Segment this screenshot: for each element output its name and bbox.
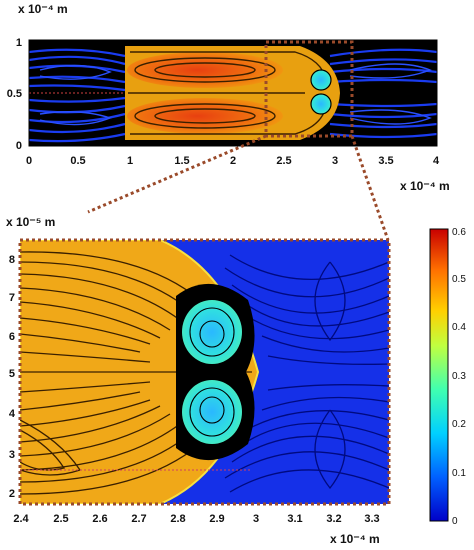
bottom-plot-frame <box>18 238 391 506</box>
top-y-tick: 1 <box>16 37 22 49</box>
bottom-x-tick: 2.4 <box>13 513 29 525</box>
bottom-x-tick: 3.1 <box>287 513 302 525</box>
bottom-x-tick: 2.8 <box>170 513 185 525</box>
bottom-x-tick: 2.5 <box>53 513 68 525</box>
top-y-tick: 0.5 <box>7 88 22 100</box>
bottom-y-ticks: 2 3 4 5 6 7 8 <box>9 254 16 500</box>
bottom-y-tick: 8 <box>9 254 15 266</box>
colorbar-gradient <box>429 228 449 522</box>
top-x-tick: 3.5 <box>378 155 393 167</box>
top-y-tick: 0 <box>16 140 22 152</box>
zoom-connector-right <box>350 135 390 241</box>
bottom-y-tick: 3 <box>9 449 15 461</box>
bottom-x-tick: 3.3 <box>364 513 379 525</box>
bottom-x-ticks: 2.4 2.5 2.6 2.7 2.8 2.9 3 3.1 3.2 3.3 <box>13 513 379 525</box>
colorbar-tick: 0 <box>452 516 458 527</box>
bottom-x-tick: 2.7 <box>131 513 146 525</box>
top-x-tick: 0.5 <box>70 155 85 167</box>
colorbar-tick: 0.2 <box>452 419 466 430</box>
colorbar-tick: 0.4 <box>452 322 466 333</box>
top-plot-frame <box>28 39 438 147</box>
top-x-tick: 3 <box>332 155 338 167</box>
bottom-x-unit: x 10⁻⁴ m <box>330 532 380 546</box>
top-y-unit: x 10⁻⁴ m <box>18 2 68 16</box>
colorbar-tick: 0.1 <box>452 468 466 479</box>
colorbar-tick: 0.5 <box>452 274 466 285</box>
bottom-x-tick: 3.2 <box>326 513 341 525</box>
top-plot: x 10⁻⁴ m x 10⁻⁴ m 0 0.5 1 0 0.5 1 1.5 2 … <box>7 2 450 193</box>
bottom-x-tick: 2.9 <box>209 513 224 525</box>
bottom-y-tick: 6 <box>9 331 15 343</box>
colorbar-tick: 0.6 <box>452 227 466 238</box>
top-x-tick: 4 <box>433 155 440 167</box>
bottom-plot: x 10⁻⁵ m x 10⁻⁴ m 2 3 4 5 6 7 8 2.4 2.5 … <box>6 215 391 546</box>
bottom-x-tick: 3 <box>253 513 259 525</box>
top-x-tick: 1 <box>127 155 133 167</box>
bottom-y-tick: 4 <box>9 408 16 420</box>
top-x-tick: 1.5 <box>174 155 189 167</box>
bottom-x-tick: 2.6 <box>92 513 107 525</box>
colorbar-tick: 0.3 <box>452 371 466 382</box>
bottom-y-tick: 2 <box>9 488 15 500</box>
top-x-unit: x 10⁻⁴ m <box>400 179 450 193</box>
bottom-y-tick: 5 <box>9 368 15 380</box>
top-x-ticks: 0 0.5 1 1.5 2 2.5 3 3.5 4 <box>26 155 440 167</box>
top-x-tick: 2.5 <box>276 155 291 167</box>
top-flow-field <box>29 46 437 143</box>
top-x-tick: 0 <box>26 155 32 167</box>
colorbar: 0 0.1 0.2 0.3 0.4 0.5 0.6 <box>429 227 466 527</box>
bottom-y-unit: x 10⁻⁵ m <box>6 215 55 229</box>
top-y-ticks: 0 0.5 1 <box>7 37 22 152</box>
bottom-y-tick: 7 <box>9 292 15 304</box>
colorbar-ticks: 0 0.1 0.2 0.3 0.4 0.5 0.6 <box>452 227 466 527</box>
zoom-connector-left <box>87 134 267 214</box>
top-x-tick: 2 <box>230 155 236 167</box>
zoom-region-box <box>264 40 354 138</box>
bottom-flow-field <box>20 240 389 504</box>
